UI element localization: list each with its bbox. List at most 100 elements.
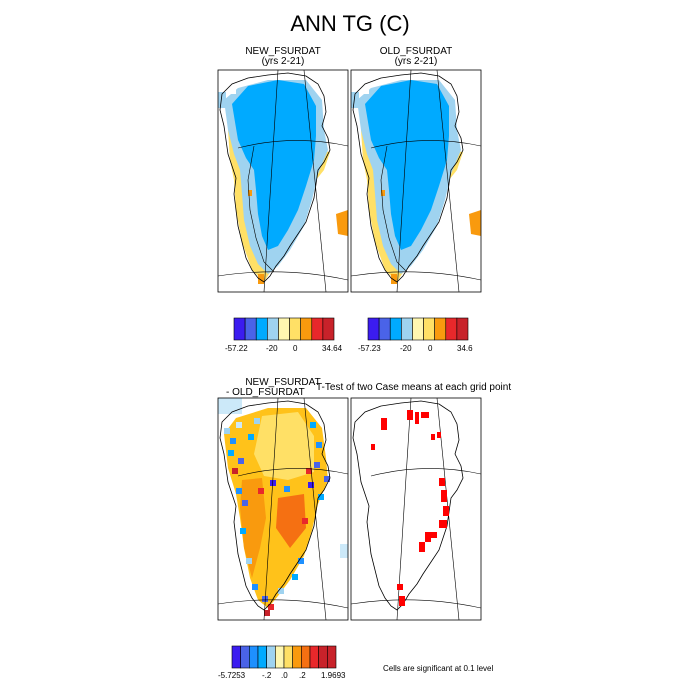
- diff-cell-15: [246, 558, 252, 564]
- cbar-new-max: 34.64: [322, 344, 343, 353]
- diff-cell-24: [284, 486, 290, 492]
- panel-title-ttest: T-Test of two Case means at each grid po…: [316, 382, 512, 393]
- cbar-diff-t2: .0: [281, 671, 288, 680]
- ttest-sig-cell-13: [419, 542, 425, 552]
- panel-title-old: OLD_FSURDAT: [379, 46, 453, 57]
- ttest-sig-cell-10: [439, 520, 447, 528]
- diff-core-yellow: [254, 412, 314, 480]
- cbar-new-mid2: 0: [293, 344, 298, 353]
- diff-cell-0: [224, 428, 230, 434]
- diff-cell-18: [298, 558, 304, 564]
- new-lat-arc-1: [237, 140, 348, 149]
- cbar-new-swatch-7: [311, 317, 324, 341]
- panel-title-diff-2: - OLD_FSURDAT: [226, 387, 305, 398]
- cbar-new-swatch-5: [289, 317, 301, 341]
- new-east-orange: [336, 210, 348, 236]
- diff-cell-27: [306, 468, 312, 474]
- ttest-sig-cell-7: [439, 478, 445, 486]
- cbar-new-mid1: -20: [266, 344, 278, 353]
- ttest-coastline: [352, 400, 464, 611]
- diff-cell-7: [310, 422, 316, 428]
- cbar-old-swatch-2: [389, 317, 402, 341]
- ttest-sig-cell-0: [407, 410, 413, 420]
- diff-lon-2: [303, 398, 327, 620]
- diff-cell-3: [228, 450, 234, 456]
- diff-cell-4: [238, 458, 244, 464]
- diff-lat-arc-2: [218, 599, 348, 609]
- diff-cell-9: [314, 462, 320, 468]
- ttest-sig-cell-14: [397, 584, 403, 590]
- significance-note: Cells are significant at 0.1 level: [383, 664, 494, 673]
- ttest-sig-cell-1: [415, 412, 419, 424]
- new-west-patch: [218, 92, 226, 108]
- cbar-old-swatch-4: [412, 317, 424, 341]
- panel-new-map: [217, 69, 349, 293]
- old-lon-1: [396, 70, 412, 292]
- diff-cell-1: [230, 438, 236, 444]
- cbar-diff-swatch-0: [231, 645, 241, 669]
- diff-cell-13: [242, 500, 248, 506]
- diff-lat-arc-1: [237, 468, 348, 477]
- cbar-diff-swatch-3: [257, 645, 267, 669]
- cbar-new-swatch-0: [233, 317, 246, 341]
- diff-cell-25: [270, 480, 276, 486]
- cbar-diff-swatch-5: [275, 645, 285, 669]
- colorbars: [231, 317, 469, 669]
- diff-cell-22: [264, 610, 270, 616]
- diff-core-orange: [276, 494, 306, 548]
- cbar-diff-t1: -.2: [262, 671, 272, 680]
- diff-cell-2: [236, 422, 242, 428]
- new-lon-1: [263, 70, 279, 292]
- ttest-sig-cell-11: [425, 532, 431, 542]
- panel-ttest-map: [350, 397, 482, 621]
- diff-cell-8: [316, 442, 322, 448]
- new-lat-arc-2: [218, 271, 348, 281]
- ttest-sig-cell-15: [399, 596, 405, 606]
- ttest-lat-arc-1: [370, 468, 481, 477]
- new-west-orange: [248, 190, 252, 196]
- cbar-diff-swatch-4: [266, 645, 276, 669]
- cbar-old-min: -57.23: [358, 344, 381, 353]
- new-tip-orange: [258, 274, 264, 284]
- diff-cell-5: [248, 434, 254, 440]
- diff-cell-23: [302, 518, 308, 524]
- ttest-frame: [350, 397, 482, 621]
- cbar-diff-t3: .2: [299, 671, 306, 680]
- old-lon-2: [436, 70, 460, 292]
- diff-cell-17: [262, 596, 268, 602]
- diff-cell-28: [232, 468, 238, 474]
- diff-cell-14: [240, 528, 246, 534]
- diff-cell-10: [308, 482, 314, 488]
- old-lat-arc-2: [351, 271, 481, 281]
- cbar-new-swatch-3: [267, 317, 279, 341]
- old-tip-orange: [391, 274, 397, 284]
- cbar-diff-max: 1.9693: [321, 671, 346, 680]
- old-zone-skyblue: [365, 80, 449, 250]
- panel-subtitle-old: (yrs 2-21): [394, 56, 438, 67]
- old-coastline: [352, 72, 464, 283]
- diff-cell-6: [254, 418, 260, 424]
- panel-title-new: NEW_FSURDAT: [245, 46, 321, 57]
- cbar-new-min: -57.22: [225, 344, 248, 353]
- panel-diff-map: [217, 397, 349, 621]
- cbar-old-swatch-1: [378, 317, 391, 341]
- cbar-diff-swatch-7: [292, 645, 302, 669]
- ttest-sig-cell-6: [371, 444, 375, 450]
- cbar-old-swatch-3: [401, 317, 413, 341]
- ttest-sig-cell-3: [381, 418, 387, 430]
- cbar-new-swatch-2: [255, 317, 268, 341]
- panel-subtitle-new: (yrs 2-21): [261, 56, 305, 67]
- diff-cell-11: [318, 494, 324, 500]
- diff-frame: [217, 397, 349, 621]
- ttest-sig-cell-12: [431, 532, 437, 538]
- diff-lon-1: [263, 398, 279, 620]
- ttest-sig-cell-2: [421, 412, 429, 418]
- old-lat-arc-1: [370, 140, 481, 149]
- diff-cell-12: [236, 488, 242, 494]
- diff-cell-16: [252, 584, 258, 590]
- new-zone-skyblue: [232, 80, 316, 250]
- diff-coastline: [219, 400, 331, 611]
- diff-cell-19: [292, 574, 298, 580]
- cbar-diff-swatch-6: [283, 645, 293, 669]
